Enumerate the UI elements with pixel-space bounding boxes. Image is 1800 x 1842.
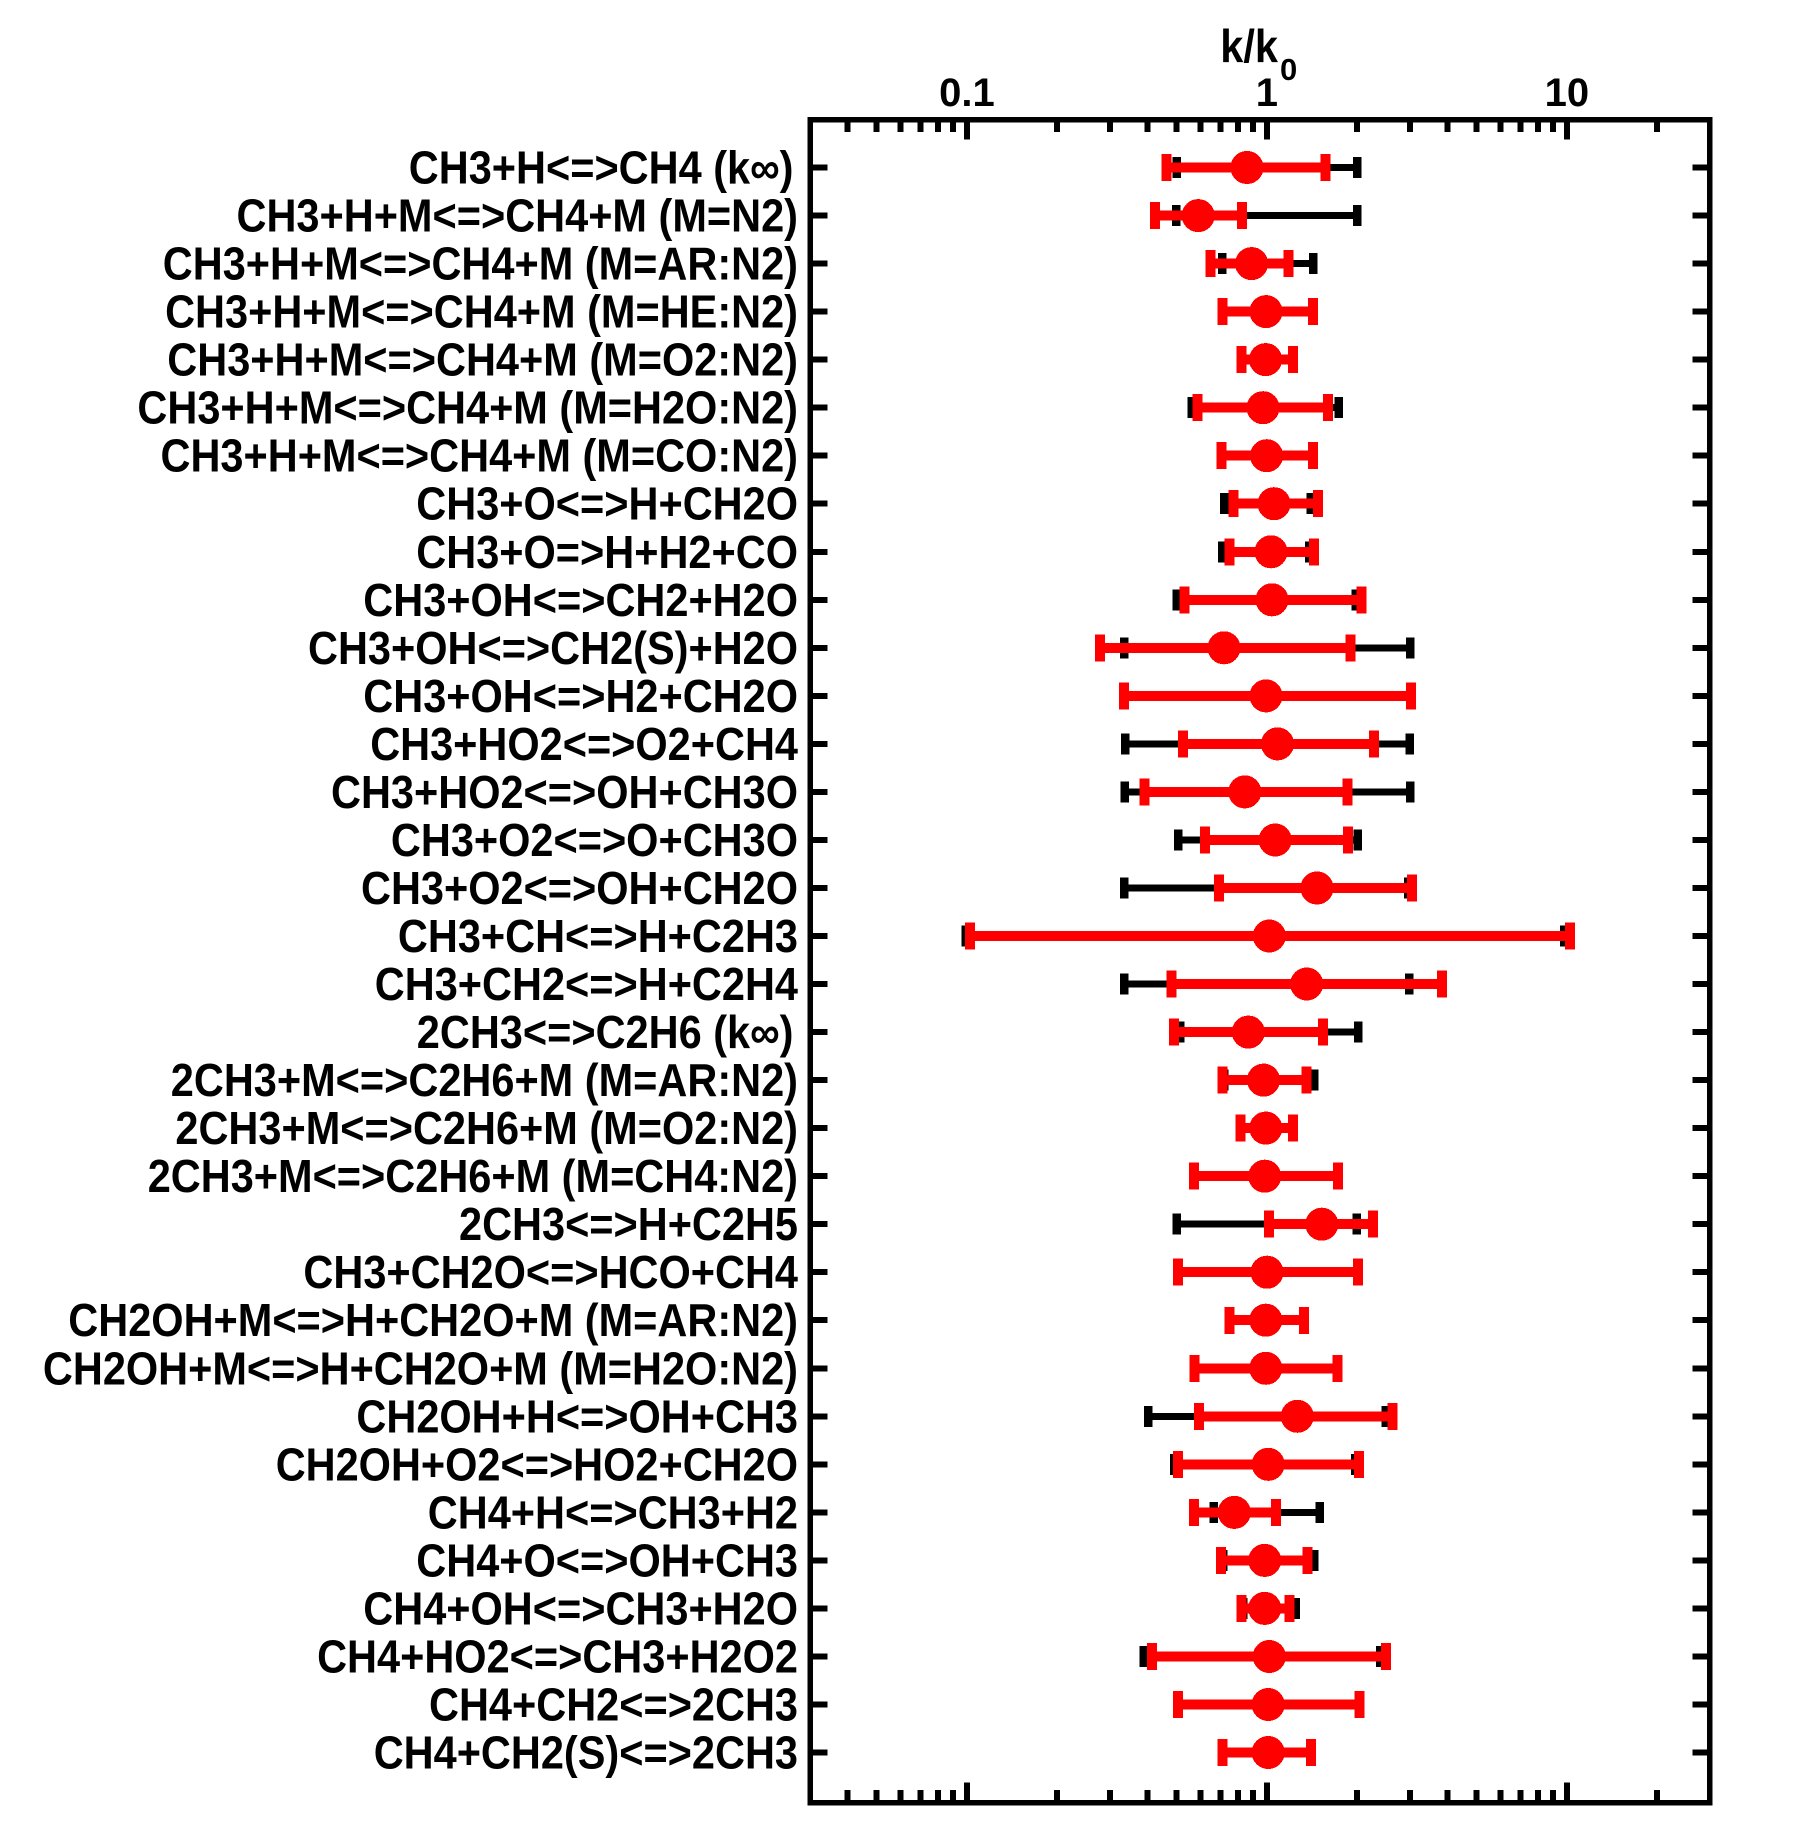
svg-text:2CH3+M<=>C2H6+M (M=AR:N2): 2CH3+M<=>C2H6+M (M=AR:N2) bbox=[171, 1054, 798, 1106]
svg-text:CH3+OH<=>CH2(S)+H2O: CH3+OH<=>CH2(S)+H2O bbox=[308, 622, 798, 674]
svg-text:CH3+H+M<=>CH4+M (M=H2O:N2): CH3+H+M<=>CH4+M (M=H2O:N2) bbox=[137, 382, 798, 434]
svg-text:CH4+CH2<=>2CH3: CH4+CH2<=>2CH3 bbox=[429, 1679, 798, 1731]
svg-text:k/k: k/k bbox=[1220, 20, 1278, 72]
svg-text:CH3+OH<=>H2+CH2O: CH3+OH<=>H2+CH2O bbox=[363, 670, 798, 722]
svg-text:CH2OH+M<=>H+CH2O+M (M=AR:N2): CH2OH+M<=>H+CH2O+M (M=AR:N2) bbox=[68, 1294, 798, 1346]
svg-text:10: 10 bbox=[1545, 71, 1590, 115]
svg-text:CH3+CH<=>H+C2H3: CH3+CH<=>H+C2H3 bbox=[398, 910, 798, 962]
svg-text:CH3+H+M<=>CH4+M (M=AR:N2): CH3+H+M<=>CH4+M (M=AR:N2) bbox=[163, 238, 798, 290]
svg-text:CH2OH+O2<=>HO2+CH2O: CH2OH+O2<=>HO2+CH2O bbox=[276, 1438, 798, 1490]
svg-text:CH3+CH2O<=>HCO+CH4: CH3+CH2O<=>HCO+CH4 bbox=[303, 1246, 798, 1298]
svg-text:CH3+OH<=>CH2+H2O: CH3+OH<=>CH2+H2O bbox=[363, 574, 798, 626]
svg-text:2CH3<=>C2H6 (k∞): 2CH3<=>C2H6 (k∞) bbox=[417, 1006, 794, 1058]
svg-text:CH3+HO2<=>OH+CH3O: CH3+HO2<=>OH+CH3O bbox=[331, 766, 798, 818]
svg-text:CH4+H<=>CH3+H2: CH4+H<=>CH3+H2 bbox=[428, 1486, 798, 1538]
svg-text:1: 1 bbox=[1256, 71, 1278, 115]
svg-text:CH3+O=>H+H2+CO: CH3+O=>H+H2+CO bbox=[416, 526, 798, 578]
svg-text:CH3+O2<=>OH+CH2O: CH3+O2<=>OH+CH2O bbox=[361, 862, 798, 914]
svg-text:CH3+H+M<=>CH4+M (M=HE:N2): CH3+H+M<=>CH4+M (M=HE:N2) bbox=[165, 286, 798, 338]
svg-text:CH3+O2<=>O+CH3O: CH3+O2<=>O+CH3O bbox=[391, 814, 798, 866]
svg-text:CH4+CH2(S)<=>2CH3: CH4+CH2(S)<=>2CH3 bbox=[374, 1727, 798, 1779]
svg-text:CH3+H+M<=>CH4+M (M=O2:N2): CH3+H+M<=>CH4+M (M=O2:N2) bbox=[167, 334, 798, 386]
svg-text:CH4+O<=>OH+CH3: CH4+O<=>OH+CH3 bbox=[416, 1534, 798, 1586]
svg-text:2CH3+M<=>C2H6+M (M=CH4:N2): 2CH3+M<=>C2H6+M (M=CH4:N2) bbox=[148, 1150, 798, 1202]
svg-text:0.1: 0.1 bbox=[939, 71, 995, 115]
svg-text:CH3+H+M<=>CH4+M (M=N2): CH3+H+M<=>CH4+M (M=N2) bbox=[237, 190, 799, 242]
svg-text:CH4+HO2<=>CH3+H2O2: CH4+HO2<=>CH3+H2O2 bbox=[317, 1631, 798, 1683]
svg-text:CH3+H<=>CH4 (k∞): CH3+H<=>CH4 (k∞) bbox=[409, 142, 794, 194]
svg-text:2CH3<=>H+C2H5: 2CH3<=>H+C2H5 bbox=[459, 1198, 798, 1250]
svg-text:CH3+H+M<=>CH4+M (M=CO:N2): CH3+H+M<=>CH4+M (M=CO:N2) bbox=[161, 430, 799, 482]
svg-text:0: 0 bbox=[1280, 52, 1297, 87]
svg-text:2CH3+M<=>C2H6+M (M=O2:N2): 2CH3+M<=>C2H6+M (M=O2:N2) bbox=[175, 1102, 798, 1154]
svg-text:CH3+CH2<=>H+C2H4: CH3+CH2<=>H+C2H4 bbox=[375, 958, 799, 1010]
svg-text:CH2OH+M<=>H+CH2O+M (M=H2O:N2): CH2OH+M<=>H+CH2O+M (M=H2O:N2) bbox=[43, 1342, 798, 1394]
svg-text:CH3+O<=>H+CH2O: CH3+O<=>H+CH2O bbox=[416, 478, 798, 530]
svg-text:CH2OH+H<=>OH+CH3: CH2OH+H<=>OH+CH3 bbox=[356, 1390, 798, 1442]
svg-text:CH3+HO2<=>O2+CH4: CH3+HO2<=>O2+CH4 bbox=[370, 718, 798, 770]
svg-text:CH4+OH<=>CH3+H2O: CH4+OH<=>CH3+H2O bbox=[363, 1582, 798, 1634]
